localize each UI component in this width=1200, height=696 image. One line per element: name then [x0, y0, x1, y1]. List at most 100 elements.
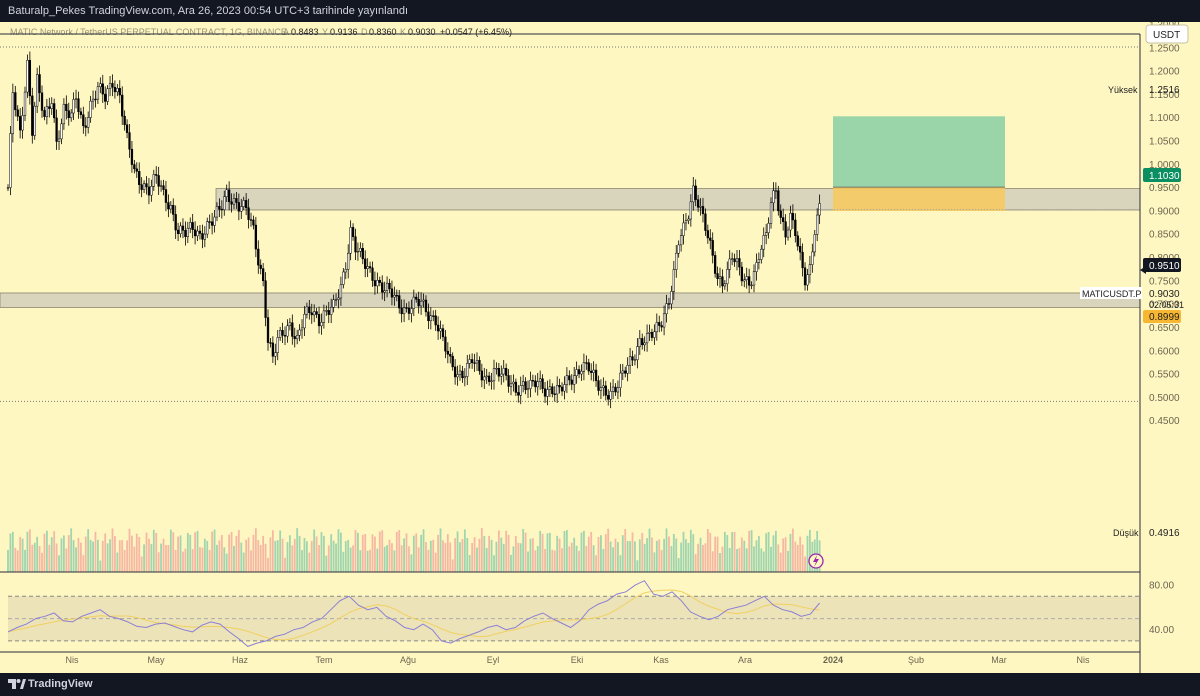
- candle-body: [658, 322, 661, 326]
- volume-bar: [179, 535, 182, 572]
- volume-bar: [437, 534, 440, 572]
- volume-bar: [519, 543, 522, 572]
- candle-body: [692, 185, 695, 203]
- candle-body: [174, 214, 177, 231]
- volume-bar: [410, 554, 413, 572]
- volume-bar: [104, 533, 107, 572]
- candle-body: [325, 310, 328, 312]
- volume-bar: [65, 548, 68, 572]
- volume-bar: [250, 550, 252, 572]
- volume-bar: [750, 530, 753, 572]
- volume-bar: [38, 546, 41, 572]
- candle-body: [716, 273, 719, 280]
- candle-body: [473, 362, 476, 364]
- time-tick: Nis: [66, 655, 79, 665]
- volume-bar: [791, 528, 794, 572]
- candle-body: [500, 373, 503, 377]
- volume-bar: [218, 540, 221, 572]
- candle-body: [74, 98, 78, 100]
- volume-bar: [602, 548, 605, 572]
- volume-bar: [422, 529, 425, 572]
- candle-body: [395, 295, 398, 297]
- volume-bar: [408, 546, 410, 572]
- volume-bar: [189, 534, 192, 572]
- volume-bar: [53, 531, 56, 572]
- candle-body: [777, 190, 780, 212]
- candle-body: [334, 299, 338, 301]
- volume-bar: [267, 557, 269, 572]
- candle-body: [36, 74, 39, 107]
- candle-body: [429, 315, 432, 322]
- volume-bar: [493, 555, 495, 572]
- candle-body: [322, 310, 326, 323]
- volume-bar: [444, 542, 447, 572]
- candle-body: [266, 317, 270, 343]
- volume-bar: [211, 531, 214, 572]
- candle-body: [184, 230, 187, 237]
- volume-bar: [524, 532, 527, 572]
- candle-body: [354, 236, 357, 253]
- candle-body: [310, 312, 313, 316]
- candle-body: [201, 233, 204, 240]
- volume-bar: [245, 539, 248, 572]
- chart-panel[interactable]: 1.30001.25001.20001.15001.10001.05001.00…: [0, 20, 1200, 673]
- candle-body: [286, 325, 289, 337]
- candle-body: [624, 370, 627, 374]
- volume-bar: [257, 540, 260, 572]
- volume-bar: [182, 551, 184, 572]
- volume-bar: [463, 529, 466, 572]
- volume-bar: [799, 536, 802, 572]
- candle-body: [9, 133, 12, 188]
- candle-body: [215, 206, 219, 218]
- volume-bar: [658, 539, 661, 572]
- candle-body: [356, 251, 360, 253]
- candle-body: [463, 376, 466, 379]
- candle-body: [509, 383, 513, 387]
- legend-close: 0.9030: [408, 27, 436, 37]
- candle-body: [424, 299, 428, 313]
- volume-bar: [461, 539, 464, 572]
- footer-brand[interactable]: TradingView: [28, 678, 93, 690]
- price-tick: 0.9500: [1149, 183, 1180, 194]
- candle-body: [483, 376, 486, 381]
- volume-bar: [743, 540, 746, 572]
- price-tick: 1.2500: [1149, 43, 1180, 54]
- volume-bar: [315, 536, 318, 572]
- candle-body: [648, 331, 651, 334]
- candle-body: [140, 184, 143, 190]
- volume-bar: [14, 547, 17, 572]
- candle-body: [718, 276, 722, 280]
- legend-symbol: MATIC Network / TetherUS PERPETUAL CONTR…: [10, 27, 287, 37]
- volume-bar: [685, 539, 687, 572]
- volume-bar: [459, 542, 461, 572]
- tradingview-logo-icon[interactable]: [8, 677, 26, 691]
- candle-body: [553, 393, 556, 395]
- candle-body: [257, 248, 260, 266]
- volume-bar: [663, 538, 665, 572]
- candle-body: [449, 354, 452, 357]
- candle-body: [585, 362, 588, 364]
- candle-body: [327, 310, 330, 315]
- candle-body: [570, 379, 573, 385]
- volume-bar: [247, 537, 250, 572]
- currency-button[interactable]: [1145, 24, 1189, 44]
- candle-body: [349, 227, 352, 254]
- volume-bar: [293, 538, 296, 572]
- rsi-tick: 40.00: [1149, 625, 1174, 636]
- volume-bar: [223, 547, 226, 572]
- candle-body: [193, 229, 197, 237]
- candle-body: [446, 350, 449, 355]
- candle-body: [806, 274, 809, 286]
- time-tick: Nis: [1077, 655, 1090, 665]
- volume-bar: [651, 537, 653, 572]
- volume-bar: [77, 537, 80, 572]
- volume-bar: [235, 535, 238, 572]
- candle-body: [534, 380, 537, 388]
- candlestick-chart[interactable]: 1.30001.25001.20001.15001.10001.05001.00…: [0, 20, 1200, 673]
- volume-bar: [184, 548, 187, 572]
- volume-bar: [264, 543, 267, 572]
- volume-bar: [213, 529, 216, 572]
- lightning-icon[interactable]: [808, 553, 824, 569]
- time-tick: Şub: [908, 655, 924, 665]
- candle-body: [541, 378, 544, 389]
